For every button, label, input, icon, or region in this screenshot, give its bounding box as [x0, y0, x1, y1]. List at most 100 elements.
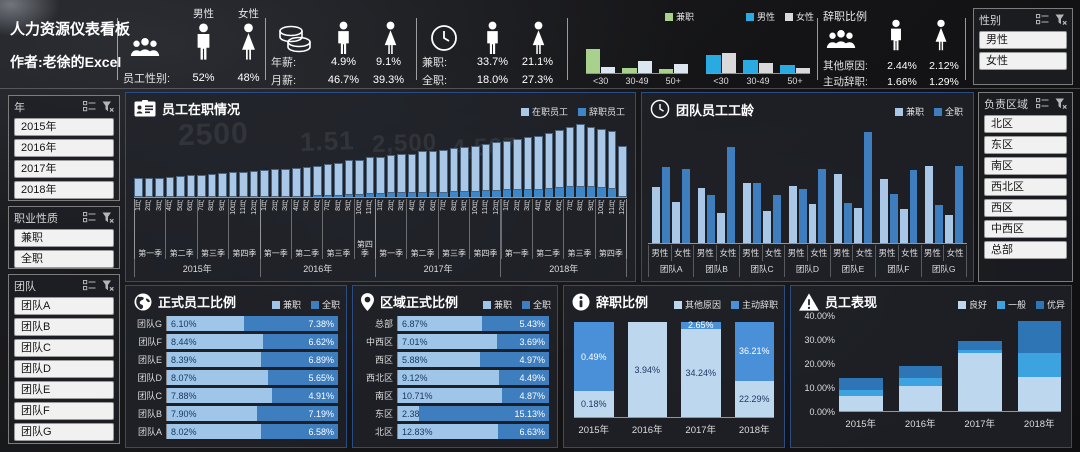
month-label: 9月 — [587, 200, 595, 211]
month-label: 10月 — [598, 200, 606, 215]
resigned-segment — [313, 196, 322, 197]
month-label: 11月 — [366, 200, 374, 215]
gender-label: 男性 — [785, 245, 808, 261]
ratio-row-label: 团队F — [138, 337, 163, 347]
clear-filter-icon[interactable] — [102, 101, 114, 113]
voluntary-segment: 0.49% — [574, 322, 614, 392]
staff-bar — [334, 162, 343, 197]
quarter-label: 第一季 — [376, 199, 408, 259]
active-segment — [397, 154, 406, 194]
slicer-item[interactable]: 全职 — [14, 250, 114, 268]
clear-filter-icon[interactable] — [1055, 98, 1067, 110]
person-female-icon — [530, 20, 547, 60]
team-label: 团队C — [740, 261, 786, 277]
staff-bar — [291, 167, 301, 197]
segment-value: 6.89% — [308, 354, 334, 365]
multiselect-icon[interactable] — [83, 212, 96, 223]
performance-segment — [958, 350, 1002, 354]
staff-month-axis: 1月 2月 3月 4月 5月 6月 7月 8月 9月 10月 11月 12月 1月 2月 3月 4月 5月 6月 7… — [134, 200, 627, 242]
active-segment — [260, 170, 269, 197]
legend-item: 优异 — [1035, 298, 1065, 311]
clear-filter-icon[interactable] — [102, 212, 114, 224]
clear-filter-icon[interactable] — [102, 280, 114, 292]
slicer-item[interactable]: 南区 — [984, 157, 1067, 175]
slicer-item[interactable]: 2017年 — [14, 160, 114, 178]
slicer-item[interactable]: 北区 — [984, 115, 1067, 133]
month-label: 5月 — [303, 200, 311, 211]
stat-label: 月薪: — [271, 75, 297, 87]
segment-value: 3.69% — [519, 336, 545, 347]
chart-legend: 兼职 全职 — [271, 298, 340, 311]
slicer-items: 兼职 全职 — [14, 229, 114, 268]
ratio-row-label: 团队A — [137, 427, 162, 437]
slicer-item[interactable]: 2016年 — [14, 139, 114, 157]
month-label: 12月 — [619, 200, 627, 215]
fulltime-segment: 6.58% — [260, 424, 338, 439]
multiselect-icon[interactable] — [1036, 98, 1049, 109]
clear-filter-icon[interactable] — [1055, 14, 1067, 26]
quarter-label: 第三季 — [323, 199, 355, 259]
staff-bar — [597, 128, 606, 197]
tenure-gender-cells: 男性 女性 — [876, 245, 922, 261]
fulltime-segment: 6.62% — [262, 334, 338, 349]
slicer-item[interactable]: 中西区 — [984, 220, 1067, 238]
legend-label: 兼职 — [493, 300, 512, 310]
slicer-item[interactable]: 总部 — [984, 241, 1067, 259]
tenure-gender-cells: 男性 女性 — [785, 245, 831, 261]
multiselect-icon[interactable] — [1036, 14, 1049, 25]
active-segment — [544, 133, 554, 189]
staff-quarter-axis: 第一季 第二季 第三季 第四季 第一季 第二季 第三季 第四季 第一季 第二季 第三季 第四季 第一季第… — [134, 199, 628, 259]
tenure-chart-panel: 团队员工工龄 兼职 全职 男性 女性 男性 女性 男性 女性 男性 女性 男性 女性 男性 女性 男性 女性… — [641, 92, 974, 282]
slicer-item[interactable]: 团队C — [14, 339, 114, 357]
mini-chart-axis: <30 30-49 50+ — [586, 76, 688, 86]
slicer-item[interactable]: 团队B — [14, 318, 114, 336]
slicer-item[interactable]: 2018年 — [14, 181, 114, 199]
slicer-item[interactable]: 团队F — [14, 402, 114, 420]
multiselect-icon[interactable] — [83, 101, 96, 112]
staff-bar — [534, 135, 543, 197]
resigned-segment — [376, 194, 385, 197]
staff-bar — [576, 124, 585, 197]
slicer-item[interactable]: 西北区 — [984, 178, 1067, 196]
legend-label: 在职员工 — [531, 107, 568, 117]
slicer-item[interactable]: 西区 — [984, 199, 1067, 217]
resigned-segment — [334, 195, 343, 197]
gender-label: 女性 — [808, 245, 831, 261]
other-reason-segment: 22.29% — [734, 380, 774, 417]
multiselect-icon[interactable] — [83, 280, 96, 291]
id-card-icon — [134, 100, 156, 117]
ratio-row: 团队A 8.02% 6.58% — [130, 424, 338, 439]
stat-value: 48% — [237, 72, 260, 84]
slicer-item[interactable]: 兼职 — [14, 229, 114, 247]
month-label: 7月 — [197, 200, 205, 211]
gender-label: 女性 — [899, 245, 922, 261]
slicer-header: 性别 — [979, 12, 1067, 27]
staff-bar — [502, 140, 512, 197]
header-separator — [0, 88, 1080, 89]
slicer-item[interactable]: 团队G — [14, 423, 114, 441]
y-axis-tick: 10.00% — [804, 383, 835, 393]
slicer-item[interactable]: 2015年 — [14, 118, 114, 136]
staff-bar — [618, 146, 627, 197]
slicer-item[interactable]: 团队A — [14, 297, 114, 315]
person-female-icon — [239, 22, 258, 66]
month-label: 6月 — [556, 200, 564, 211]
chart-title: 团队员工工龄 — [676, 102, 755, 118]
tenure-bar — [863, 132, 872, 243]
slicer-item[interactable]: 女性 — [979, 52, 1067, 70]
ratio-bar: 8.07% 5.65% — [166, 370, 338, 385]
legend-label: 优异 — [1046, 300, 1065, 310]
slicer-item[interactable]: 东区 — [984, 136, 1067, 154]
stat-value: 52% — [192, 72, 215, 84]
slicer-item[interactable]: 团队E — [14, 381, 114, 399]
active-segment — [492, 142, 501, 191]
month-label: 1月 — [261, 200, 269, 211]
staff-bar — [134, 178, 143, 197]
slicer-item[interactable]: 男性 — [979, 31, 1067, 49]
segment-value: 8.07% — [171, 372, 197, 383]
slicer-item[interactable]: 团队D — [14, 360, 114, 378]
staff-bar — [407, 153, 417, 197]
mini-axis-label: 30-49 — [746, 76, 770, 86]
resign-column: 0.49% 0.18% — [574, 322, 614, 417]
staff-bar — [460, 146, 469, 197]
